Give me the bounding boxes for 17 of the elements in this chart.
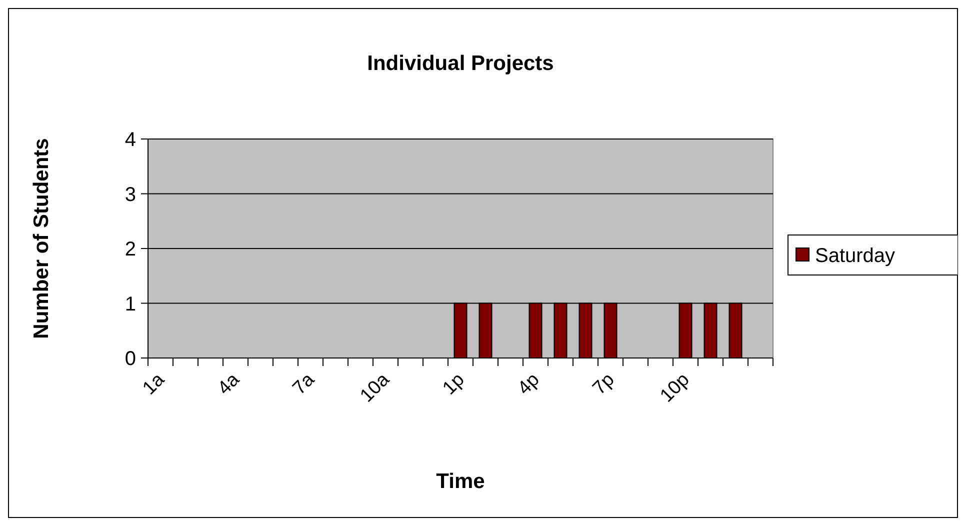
- x-tick-label: 10a: [356, 369, 394, 407]
- y-axis-title: Number of Students: [30, 138, 53, 339]
- x-tick-label: 7p: [588, 369, 619, 400]
- legend-label: Saturday: [815, 245, 896, 267]
- chart-title: Individual Projects: [367, 52, 554, 75]
- y-tick-label: 4: [124, 129, 136, 151]
- x-axis-title: Time: [436, 470, 485, 493]
- x-tick-label: 1a: [138, 369, 170, 400]
- y-tick-label: 2: [124, 238, 136, 260]
- y-tick-label: 0: [124, 348, 136, 370]
- x-tick-label: 7a: [288, 369, 320, 400]
- x-tick-label: 4a: [214, 369, 244, 400]
- x-tick-label: 10p: [656, 369, 694, 407]
- y-tick-label: 1: [124, 293, 136, 316]
- x-tick-label: 1p: [438, 369, 469, 400]
- x-tick-label: 4p: [514, 369, 544, 400]
- y-tick-label: 3: [124, 184, 136, 206]
